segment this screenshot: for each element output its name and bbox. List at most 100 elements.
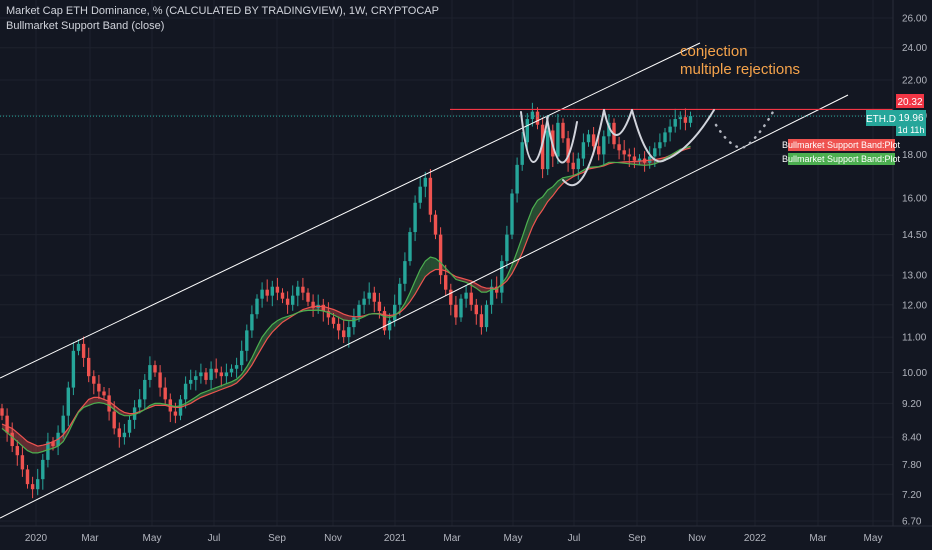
candle-body	[5, 415, 9, 433]
candle-body	[336, 323, 341, 331]
candle-body	[245, 330, 249, 351]
candle-body	[362, 298, 366, 305]
band-fill-segment	[552, 181, 558, 196]
candle-body	[632, 156, 637, 161]
candle-body	[387, 320, 392, 331]
drawings	[0, 42, 893, 519]
band-sma-line	[1, 147, 691, 447]
band-fill-segment	[231, 379, 237, 386]
time-axis[interactable]: 2020 Mar May Jul Sep Nov 2021 Mar May Jul Sep Nov 20…	[0, 525, 932, 550]
band-fill-segment	[119, 409, 125, 416]
candle-body	[66, 387, 70, 416]
candle-body	[438, 234, 443, 276]
candle-body	[36, 479, 40, 490]
band-fill-segment	[425, 257, 431, 277]
band-fill-segment	[246, 357, 252, 373]
candle-body	[515, 164, 519, 194]
candle-body	[591, 134, 596, 147]
candle-body	[107, 395, 111, 412]
resistance-price-label: 20.32	[897, 97, 922, 108]
candle-body	[530, 111, 535, 120]
band-fill-segment	[272, 320, 278, 333]
candle-body	[148, 365, 152, 380]
candle-body	[489, 286, 494, 305]
x-tick-label: Mar	[443, 533, 461, 544]
band-fill-segment	[430, 257, 436, 273]
candle-body	[97, 383, 101, 392]
y-tick-label: 26.00	[902, 14, 927, 25]
rejection-arc[interactable]	[631, 109, 666, 163]
band-fill-segment	[415, 269, 421, 295]
candle-body	[398, 283, 402, 305]
indicator-title[interactable]: Bullmarket Support Band (close)	[6, 20, 165, 32]
candle-body	[505, 234, 509, 262]
candle-body	[658, 142, 662, 149]
candle-body	[158, 372, 162, 388]
candle-body	[403, 261, 407, 284]
candle-body	[138, 399, 142, 408]
bar-countdown-label: 1d 11h	[898, 125, 925, 135]
candle-body	[408, 232, 412, 262]
annotation-text[interactable]: conjection multiple rejections	[680, 43, 800, 79]
candle-body	[112, 411, 116, 429]
rejection-arc[interactable]	[603, 109, 633, 136]
candle-body	[581, 142, 586, 159]
rejection-arc[interactable]	[562, 109, 605, 187]
channel-upper-line[interactable]	[0, 42, 701, 379]
candle-body	[500, 261, 504, 293]
candle-body	[122, 432, 127, 438]
band-fill-segment	[114, 405, 120, 414]
x-tick-label: 2021	[384, 533, 407, 544]
band-fill-segment	[37, 445, 43, 453]
candle-body	[214, 368, 218, 373]
band-fill-segment	[236, 374, 242, 383]
band-fill-segment	[522, 222, 528, 253]
candle-body	[15, 446, 19, 456]
candle-body	[326, 311, 331, 318]
candle-body	[0, 408, 4, 416]
symbol-title[interactable]: Market Cap ETH Dominance, % (CALCULATED …	[6, 5, 439, 17]
annotation-line-2: multiple rejections	[680, 61, 801, 78]
x-tick-label: Sep	[268, 533, 286, 544]
candle-body	[464, 292, 468, 299]
rejection-arc[interactable]	[520, 111, 549, 163]
candle-body	[622, 150, 626, 155]
y-tick-label: 6.70	[902, 517, 922, 528]
candle-body	[484, 304, 489, 328]
channel-lower-line[interactable]	[0, 94, 849, 519]
candle-body	[224, 372, 229, 377]
y-tick-label: 7.20	[902, 490, 922, 501]
band-fill-segment	[537, 196, 543, 218]
candle-body	[546, 130, 550, 170]
candle-body	[367, 292, 371, 299]
candle-body	[428, 177, 433, 215]
grid	[0, 0, 893, 526]
candle-body	[413, 202, 417, 233]
support-band-lines	[1, 145, 691, 454]
y-tick-label: 22.00	[902, 75, 927, 86]
candle-body	[423, 177, 427, 187]
candle-body	[194, 376, 198, 380]
candle-body	[25, 469, 30, 485]
price-axis[interactable]: 26.0024.0022.0020.0018.0016.0014.5013.00…	[892, 0, 932, 550]
candle-body	[291, 295, 295, 305]
candle-body	[20, 455, 25, 470]
candle-body	[280, 292, 285, 299]
y-tick-label: 24.00	[902, 43, 927, 54]
band-fill-segment	[190, 396, 196, 404]
band-sma-label: Bullmarket Support Band:Plot	[782, 140, 901, 150]
candle-body	[41, 459, 45, 480]
candle-body	[617, 144, 621, 151]
candle-body	[418, 186, 422, 203]
rejection-arc[interactable]	[546, 117, 578, 164]
candle-body	[576, 158, 580, 170]
ticker-tag	[866, 110, 896, 126]
rejection-arc[interactable]	[664, 109, 715, 161]
x-tick-label: May	[504, 533, 523, 544]
candle-body	[76, 343, 81, 351]
candle-body	[602, 136, 606, 155]
price-axis-bg	[893, 0, 932, 550]
candle-body	[275, 286, 280, 293]
y-tick-label: 9.20	[902, 399, 922, 410]
